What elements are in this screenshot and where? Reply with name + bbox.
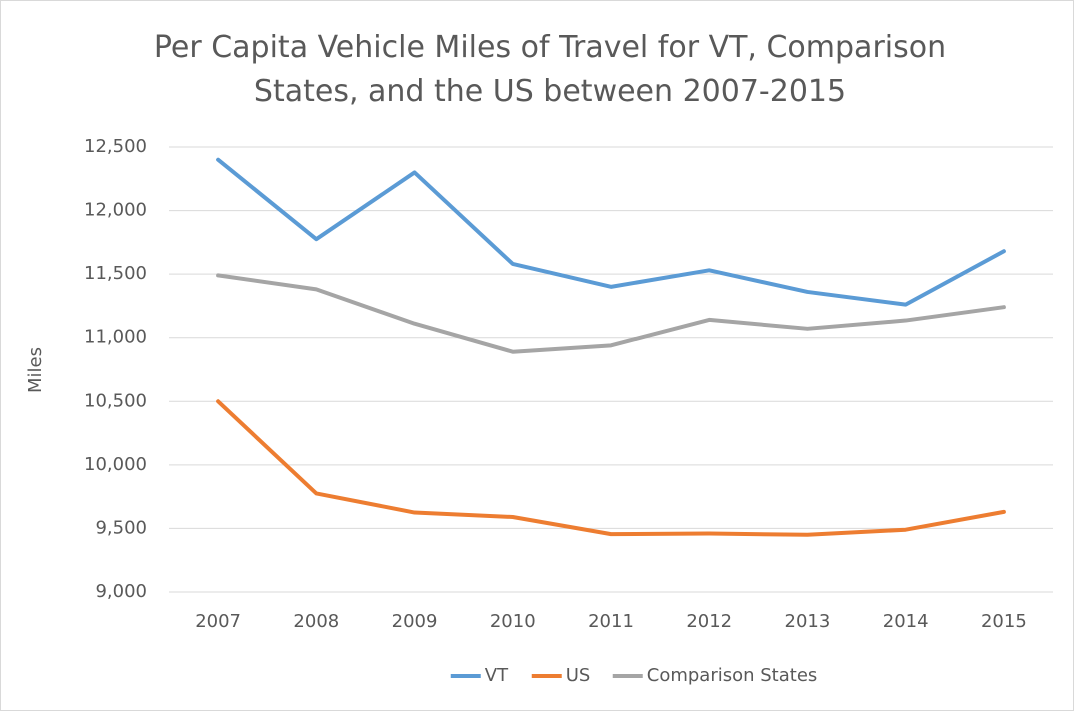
legend-label: Comparison States xyxy=(647,665,818,686)
y-axis-label: Miles xyxy=(25,347,46,393)
x-tick-label: 2014 xyxy=(883,611,929,632)
chart-title: Per Capita Vehicle Miles of Travel for V… xyxy=(153,30,947,109)
y-tick-label: 10,000 xyxy=(84,454,147,475)
y-tick-label: 11,000 xyxy=(84,327,147,348)
x-tick-label: 2008 xyxy=(293,611,339,632)
x-tick-label: 2011 xyxy=(588,611,634,632)
x-tick-label: 2013 xyxy=(785,611,831,632)
legend-label: US xyxy=(566,665,591,686)
y-tick-label: 12,000 xyxy=(84,200,147,221)
series-line xyxy=(216,399,1006,537)
y-tick-label: 9,500 xyxy=(95,517,147,538)
series-line xyxy=(216,157,1006,307)
x-tick-label: 2010 xyxy=(490,611,536,632)
series-line xyxy=(216,273,1006,354)
y-tick-label: 11,500 xyxy=(84,263,147,284)
x-tick-label: 2007 xyxy=(195,611,241,632)
y-tick-label: 12,500 xyxy=(84,136,147,157)
x-tick-label: 2012 xyxy=(686,611,732,632)
y-tick-label: 9,000 xyxy=(95,581,147,602)
x-tick-label: 2009 xyxy=(392,611,438,632)
y-tick-label: 10,500 xyxy=(84,390,147,411)
legend-label: VT xyxy=(485,665,509,686)
x-tick-label: 2015 xyxy=(981,611,1027,632)
